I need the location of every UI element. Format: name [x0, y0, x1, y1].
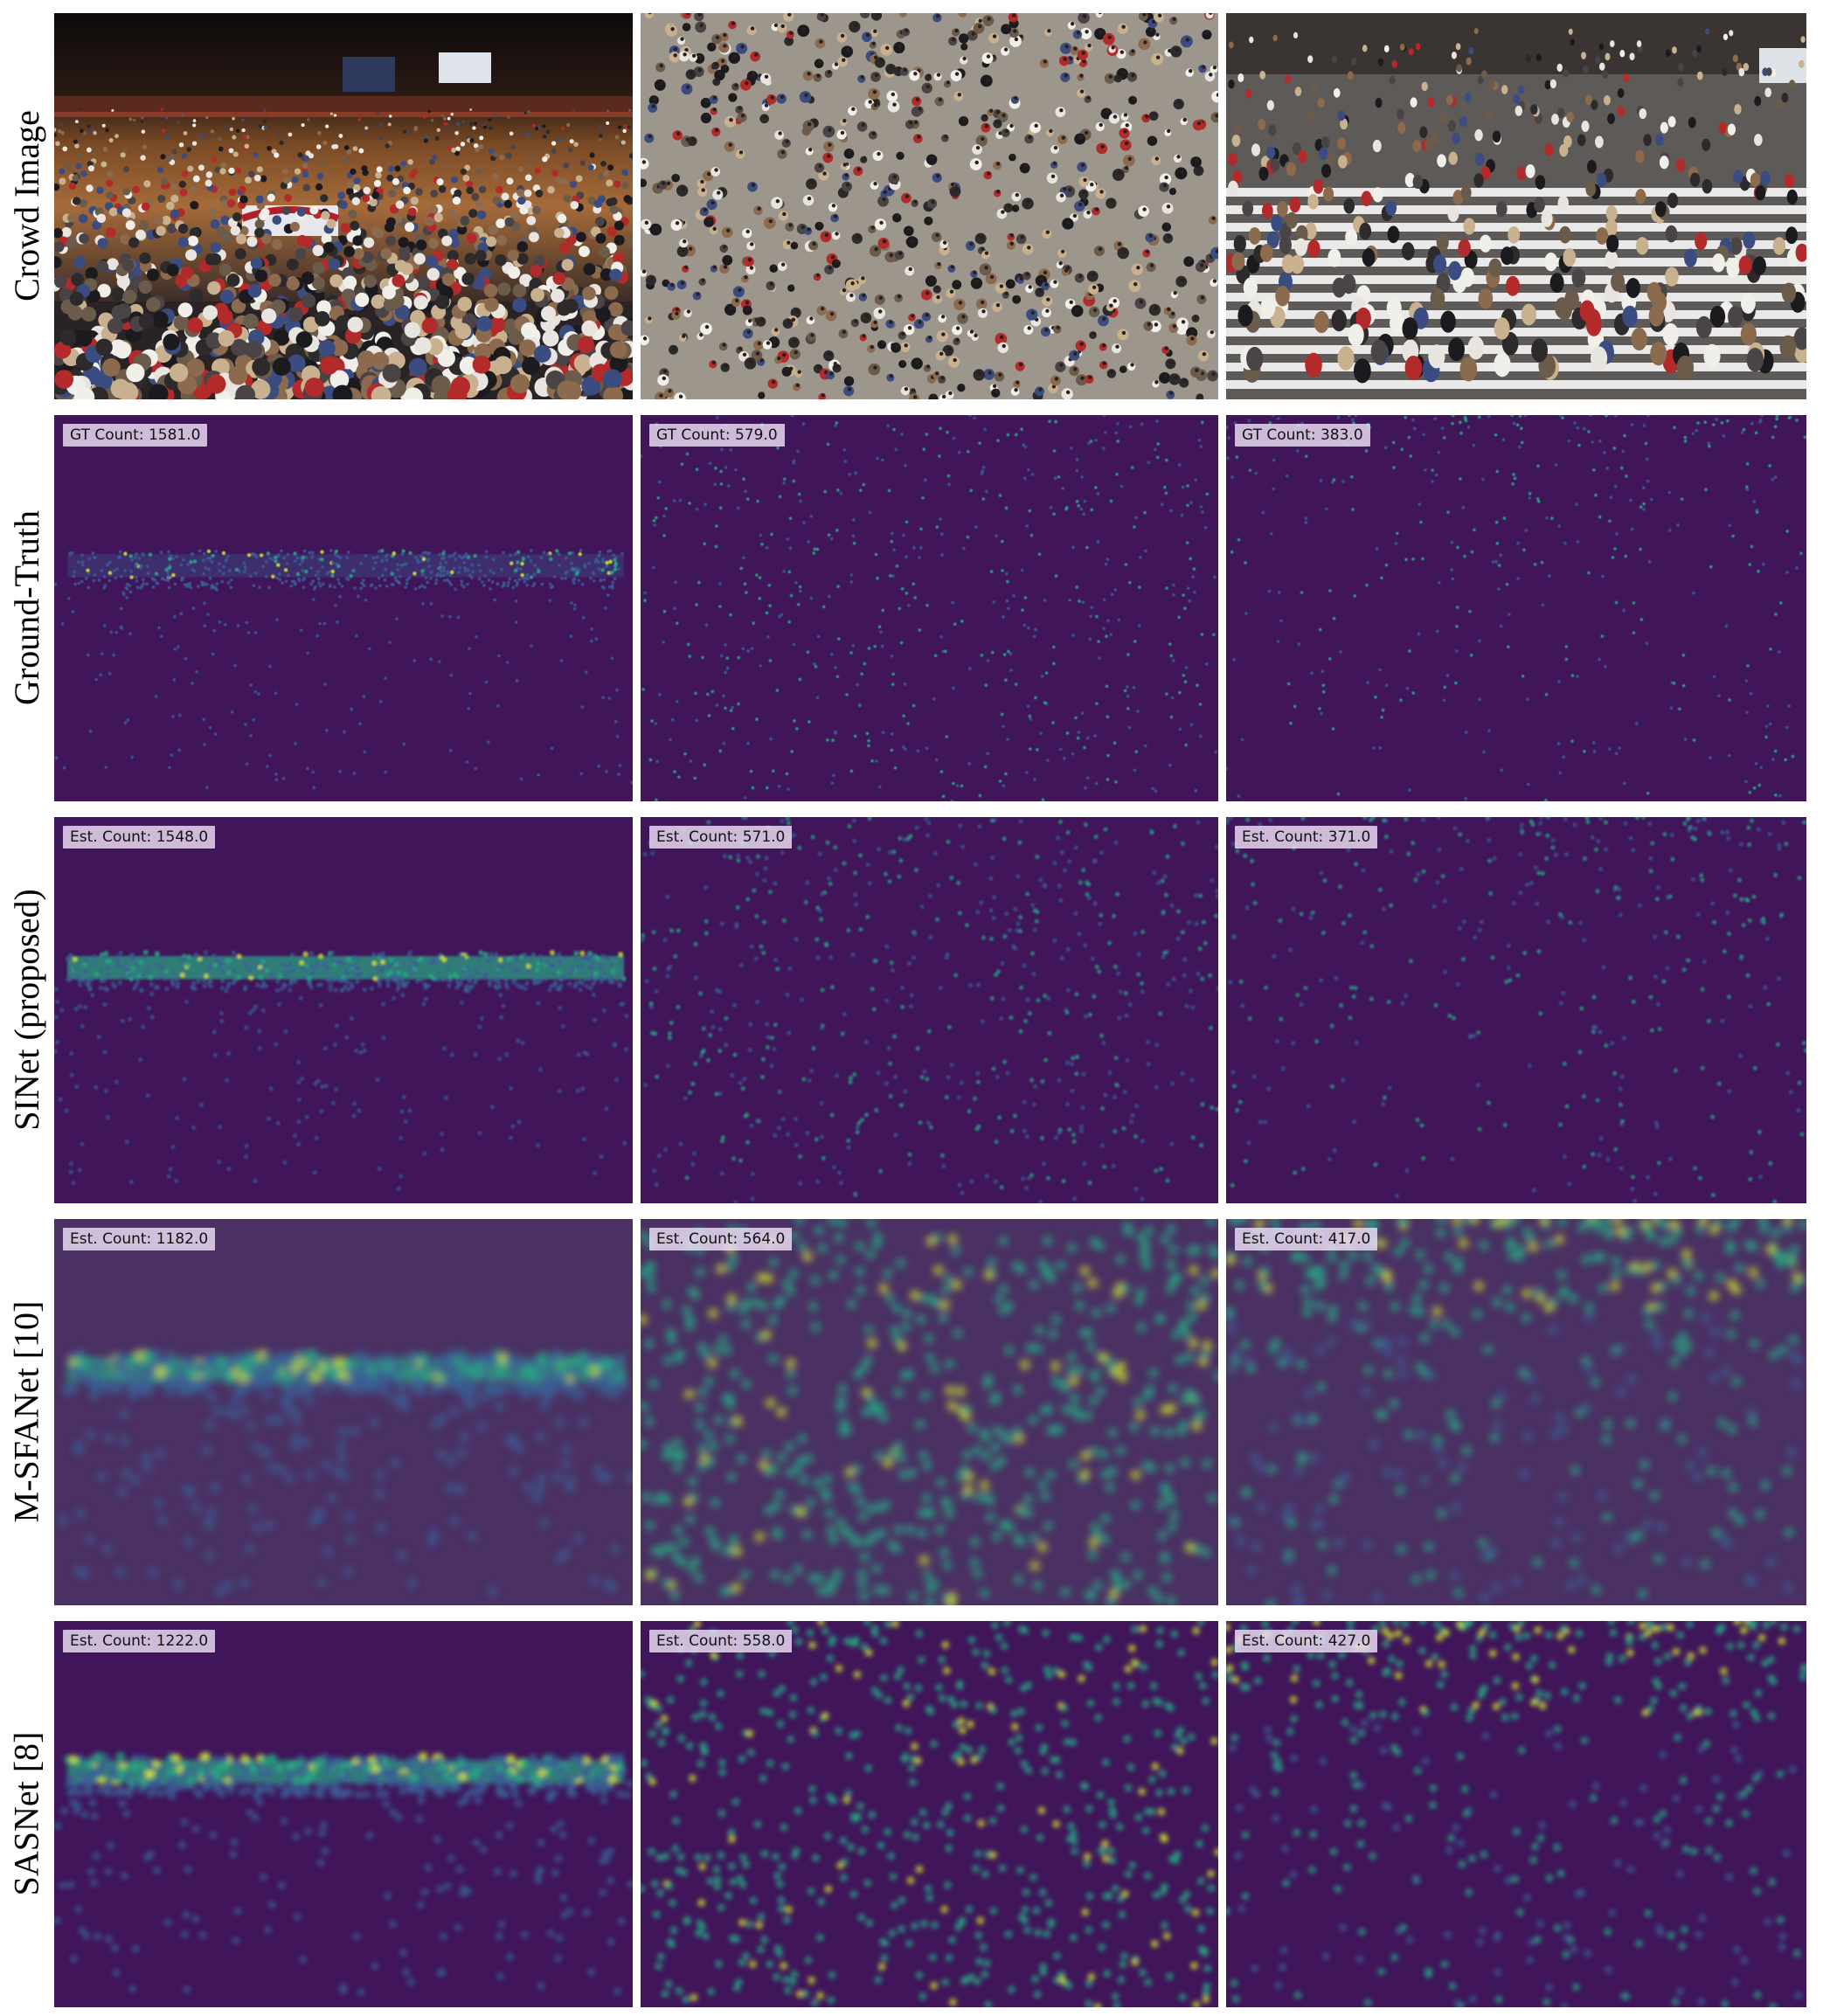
count-label-sasnet-1: Est. Count: 1222.0: [63, 1630, 216, 1652]
density-map-sasnet-3: Est. Count: 427.0: [1226, 1621, 1806, 2007]
count-label-sinet-2: Est. Count: 571.0: [649, 826, 793, 849]
row-label-msfanet: M-SFANet [10]: [6, 1300, 46, 1522]
count-label-sinet-3: Est. Count: 371.0: [1235, 826, 1378, 849]
row-label-sasnet: SASNet [8]: [6, 1731, 46, 1895]
density-map-sasnet-1: Est. Count: 1222.0: [54, 1621, 633, 2007]
count-label-msfanet-2: Est. Count: 564.0: [649, 1228, 793, 1250]
row-label-ground-truth: Ground-Truth: [6, 509, 46, 705]
density-map-ground-truth-2: GT Count: 579.0: [641, 415, 1218, 801]
count-label-sasnet-3: Est. Count: 427.0: [1235, 1630, 1378, 1652]
density-map-msfanet-1: Est. Count: 1182.0: [54, 1219, 633, 1605]
row-label-sinet: SINet (proposed): [6, 888, 46, 1131]
count-label-ground-truth-3: GT Count: 383.0: [1235, 424, 1370, 447]
density-map-ground-truth-3: GT Count: 383.0: [1226, 415, 1806, 801]
count-label-ground-truth-1: GT Count: 1581.0: [63, 424, 208, 447]
count-label-msfanet-3: Est. Count: 417.0: [1235, 1228, 1378, 1250]
count-label-ground-truth-2: GT Count: 579.0: [649, 424, 785, 447]
crowd-photo-plaza: [641, 13, 1218, 399]
crowd-photo-arena: [54, 13, 633, 399]
count-label-sinet-1: Est. Count: 1548.0: [63, 826, 216, 849]
density-map-ground-truth-1: GT Count: 1581.0: [54, 415, 633, 801]
row-label-crowd-image: Crowd Image: [6, 109, 46, 301]
density-map-sinet-1: Est. Count: 1548.0: [54, 817, 633, 1203]
crowd-photo-crossing: [1226, 13, 1806, 399]
density-map-msfanet-3: Est. Count: 417.0: [1226, 1219, 1806, 1605]
count-label-sasnet-2: Est. Count: 558.0: [649, 1630, 793, 1652]
count-label-msfanet-1: Est. Count: 1182.0: [63, 1228, 216, 1250]
density-map-sinet-2: Est. Count: 571.0: [641, 817, 1218, 1203]
density-map-msfanet-2: Est. Count: 564.0: [641, 1219, 1218, 1605]
density-map-sasnet-2: Est. Count: 558.0: [641, 1621, 1218, 2007]
density-map-sinet-3: Est. Count: 371.0: [1226, 817, 1806, 1203]
